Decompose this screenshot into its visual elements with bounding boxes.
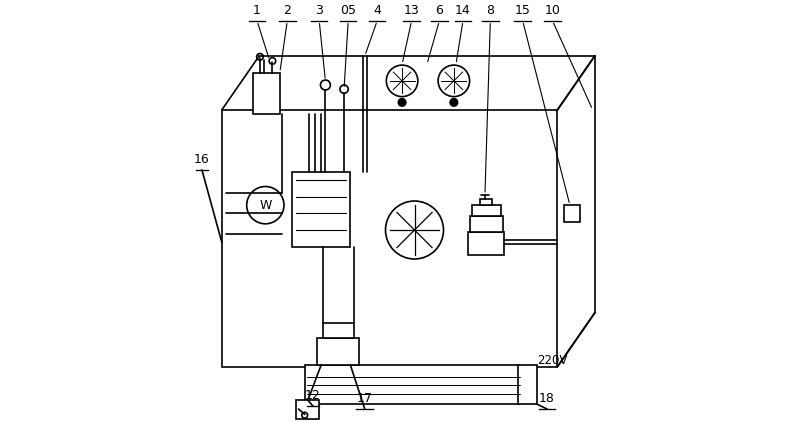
Text: 13: 13 (404, 4, 419, 16)
Circle shape (302, 412, 308, 418)
Circle shape (269, 58, 276, 64)
Text: 8: 8 (486, 4, 494, 16)
Text: 6: 6 (435, 4, 443, 16)
Circle shape (450, 99, 458, 106)
Bar (222, 110, 558, 367)
Bar (468, 232, 503, 255)
Text: 12: 12 (305, 389, 321, 402)
Bar (292, 172, 350, 246)
Circle shape (340, 85, 348, 93)
Text: 14: 14 (455, 4, 471, 16)
Text: 1: 1 (253, 4, 261, 16)
Text: W: W (259, 199, 271, 212)
Text: 16: 16 (194, 153, 210, 166)
Bar (253, 73, 280, 114)
Text: 220V: 220V (537, 354, 567, 367)
Bar (305, 365, 520, 404)
Circle shape (386, 65, 418, 97)
Bar (472, 205, 501, 216)
Circle shape (438, 65, 470, 97)
Circle shape (398, 99, 406, 106)
Text: 10: 10 (545, 4, 561, 16)
Circle shape (386, 201, 443, 259)
Bar (317, 338, 358, 365)
Bar (480, 199, 492, 205)
Bar (470, 216, 502, 232)
Circle shape (321, 80, 330, 90)
Text: 4: 4 (374, 4, 381, 16)
Text: 18: 18 (539, 392, 555, 405)
Circle shape (257, 54, 263, 60)
Circle shape (246, 187, 284, 224)
Text: 3: 3 (315, 4, 323, 16)
Text: 17: 17 (357, 392, 373, 405)
Bar (564, 205, 580, 222)
Bar (323, 323, 354, 338)
Text: 2: 2 (283, 4, 291, 16)
Bar (518, 365, 537, 404)
Text: 05: 05 (340, 4, 356, 16)
Text: 15: 15 (514, 4, 530, 16)
Bar (297, 400, 319, 419)
